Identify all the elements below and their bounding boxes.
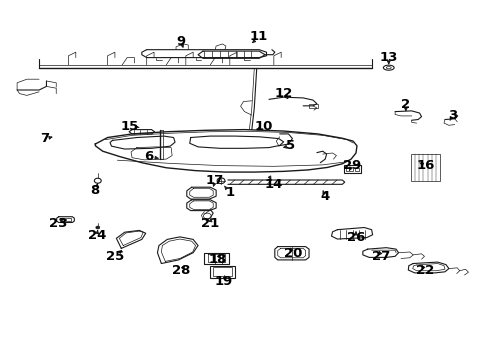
Text: 16: 16 bbox=[415, 159, 434, 172]
Text: 13: 13 bbox=[379, 51, 397, 64]
Text: 29: 29 bbox=[342, 159, 361, 172]
Bar bbox=[60, 218, 64, 221]
Text: 1: 1 bbox=[225, 186, 234, 199]
Text: 23: 23 bbox=[48, 217, 67, 230]
Bar bbox=[212, 267, 232, 276]
Bar bbox=[343, 165, 361, 173]
Text: 26: 26 bbox=[346, 231, 365, 244]
Text: 7: 7 bbox=[41, 132, 49, 145]
Text: 15: 15 bbox=[120, 120, 139, 132]
Text: 25: 25 bbox=[105, 250, 124, 263]
Text: 20: 20 bbox=[284, 247, 302, 260]
Text: 14: 14 bbox=[264, 178, 283, 191]
Bar bbox=[210, 266, 234, 278]
Text: 8: 8 bbox=[91, 184, 100, 197]
Text: 17: 17 bbox=[205, 174, 224, 186]
Bar bbox=[354, 168, 359, 171]
Text: 5: 5 bbox=[286, 139, 295, 152]
Text: 11: 11 bbox=[249, 30, 268, 43]
Text: 4: 4 bbox=[320, 190, 329, 203]
Text: 21: 21 bbox=[201, 217, 219, 230]
Bar bbox=[66, 218, 71, 221]
Text: 12: 12 bbox=[274, 87, 292, 100]
Text: 18: 18 bbox=[208, 253, 226, 266]
Text: 10: 10 bbox=[254, 120, 273, 132]
Text: 19: 19 bbox=[214, 275, 232, 288]
Text: 3: 3 bbox=[447, 109, 456, 122]
Bar bbox=[410, 154, 439, 181]
Text: 9: 9 bbox=[176, 35, 185, 48]
Text: 28: 28 bbox=[171, 264, 190, 277]
Text: 27: 27 bbox=[371, 250, 390, 263]
Bar bbox=[308, 104, 317, 108]
Text: 2: 2 bbox=[401, 98, 409, 111]
Bar bbox=[345, 167, 352, 171]
Text: 22: 22 bbox=[415, 264, 434, 277]
Text: 24: 24 bbox=[87, 229, 106, 242]
Text: 6: 6 bbox=[144, 150, 153, 163]
Circle shape bbox=[96, 226, 100, 229]
